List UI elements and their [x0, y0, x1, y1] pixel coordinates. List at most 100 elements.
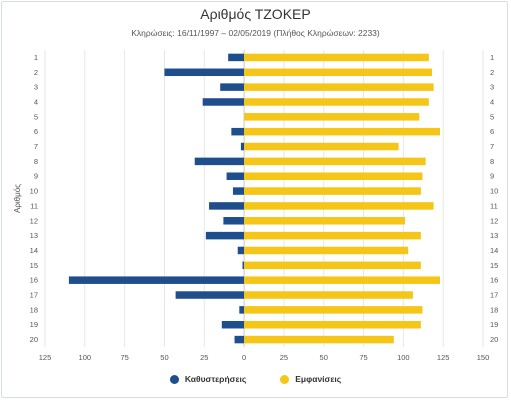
bar-appearances — [244, 231, 421, 240]
y-tick-label-right: 16 — [490, 276, 498, 285]
bar-delays — [164, 68, 245, 77]
y-tick-label-right: 9 — [490, 172, 494, 181]
bar-appearances — [244, 142, 399, 151]
y-tick-label-left: 13 — [30, 231, 38, 240]
bar-appearances — [244, 276, 440, 284]
y-tick-label-right: 11 — [490, 201, 498, 210]
y-tick-label-right: 14 — [490, 246, 498, 255]
bar-delays — [242, 261, 245, 270]
chart-legend: Καθυστερήσεις Εμφανίσεις — [0, 374, 511, 384]
y-tick-label-left: 17 — [30, 291, 38, 300]
y-tick-label-left: 9 — [34, 172, 38, 181]
bar-appearances — [244, 335, 394, 344]
y-tick-label-left: 12 — [30, 216, 38, 225]
x-tick-label: 100 — [79, 353, 92, 362]
y-tick-label-left: 19 — [30, 320, 38, 329]
bar-appearances — [244, 217, 405, 225]
bar-delays — [226, 172, 245, 180]
y-tick-label-right: 4 — [490, 97, 494, 106]
y-tick-label-left: 20 — [30, 335, 38, 344]
y-tick-label-left: 16 — [30, 276, 38, 285]
y-tick-label-left: 5 — [34, 112, 38, 121]
y-tick-label-right: 13 — [490, 231, 498, 240]
y-tick-label-right: 2 — [490, 68, 494, 77]
y-tick-label-right: 1 — [490, 53, 494, 62]
bar-appearances — [244, 246, 409, 255]
x-tick-label: 50 — [320, 353, 328, 362]
y-tick-label-right: 8 — [490, 157, 494, 166]
x-tick-label: 125 — [39, 353, 52, 362]
x-tick-label: 100 — [397, 353, 410, 362]
bar-appearances — [244, 83, 434, 91]
bar-appearances — [244, 172, 423, 180]
y-tick-label-right: 20 — [490, 335, 498, 344]
legend-item-appearances[interactable]: Εμφανίσεις — [280, 374, 341, 384]
bar-delays — [202, 98, 245, 106]
x-tick-label: 50 — [160, 353, 168, 362]
bar-appearances — [244, 261, 421, 270]
bar-appearances — [244, 187, 421, 195]
y-tick-label-right: 3 — [490, 83, 494, 92]
y-tick-label-left: 4 — [34, 97, 38, 106]
y-tick-label-right: 6 — [490, 127, 494, 136]
bar-appearances — [244, 320, 421, 329]
y-tick-label-left: 18 — [30, 305, 38, 314]
legend-label-appearances: Εμφανίσεις — [295, 374, 342, 384]
bar-appearances — [244, 157, 426, 166]
y-tick-label-left: 1 — [34, 53, 38, 62]
y-tick-label-left: 6 — [34, 127, 38, 136]
bar-delays — [223, 217, 245, 225]
bar-appearances — [244, 202, 434, 210]
bar-appearances — [244, 127, 440, 136]
chart-subtitle: Κληρώσεις: 16/11/1997 – 02/05/2019 (Πλήθ… — [131, 28, 380, 38]
y-tick-label-right: 7 — [490, 142, 494, 151]
x-tick-label: 150 — [477, 353, 490, 362]
x-tick-label: 75 — [120, 353, 128, 362]
bar-delays — [209, 202, 245, 210]
y-tick-label-left: 3 — [34, 83, 38, 92]
bar-delays — [228, 53, 245, 62]
bar-appearances — [244, 291, 413, 299]
bar-delays — [239, 306, 245, 314]
y-tick-label-left: 15 — [30, 261, 38, 270]
bar-delays — [237, 246, 245, 255]
y-tick-label-left: 8 — [34, 157, 38, 166]
bar-appearances — [244, 68, 433, 77]
bar-appearances — [244, 53, 429, 62]
y-tick-label-right: 12 — [490, 216, 498, 225]
bar-delays — [220, 83, 245, 91]
y-axis-title: Αριθμός — [13, 184, 22, 213]
y-tick-label-left: 7 — [34, 142, 38, 151]
y-tick-label-right: 10 — [490, 187, 498, 196]
y-tick-label-left: 14 — [30, 246, 38, 255]
bar-delays — [234, 335, 245, 344]
y-tick-label-right: 18 — [490, 305, 498, 314]
y-tick-label-right: 5 — [490, 112, 494, 121]
y-tick-label-right: 17 — [490, 291, 498, 300]
bar-delays — [205, 231, 245, 240]
legend-marker-delays — [169, 374, 179, 384]
y-tick-label-left: 10 — [30, 187, 38, 196]
bar-delays — [68, 276, 245, 284]
legend-marker-appearances — [280, 374, 290, 384]
chart-title: Αριθμός ΤΖΟΚΕΡ — [200, 6, 311, 22]
bar-delays — [221, 320, 245, 329]
bar-delays — [240, 142, 245, 151]
x-tick-label: 0 — [242, 353, 246, 362]
x-tick-label: 125 — [437, 353, 450, 362]
y-tick-label-right: 19 — [490, 320, 498, 329]
legend-label-delays: Καθυστερήσεις — [184, 374, 247, 384]
x-tick-label: 25 — [200, 353, 208, 362]
y-tick-label-right: 15 — [490, 261, 498, 270]
y-tick-label-left: 11 — [30, 201, 38, 210]
bar-delays — [231, 127, 245, 136]
bar-delays — [175, 291, 245, 299]
bar-appearances — [244, 306, 423, 314]
bar-appearances — [244, 98, 429, 106]
legend-item-delays[interactable]: Καθυστερήσεις — [169, 374, 247, 384]
bar-appearances — [244, 113, 420, 121]
x-tick-label: 25 — [280, 353, 288, 362]
y-tick-label-left: 2 — [34, 68, 38, 77]
